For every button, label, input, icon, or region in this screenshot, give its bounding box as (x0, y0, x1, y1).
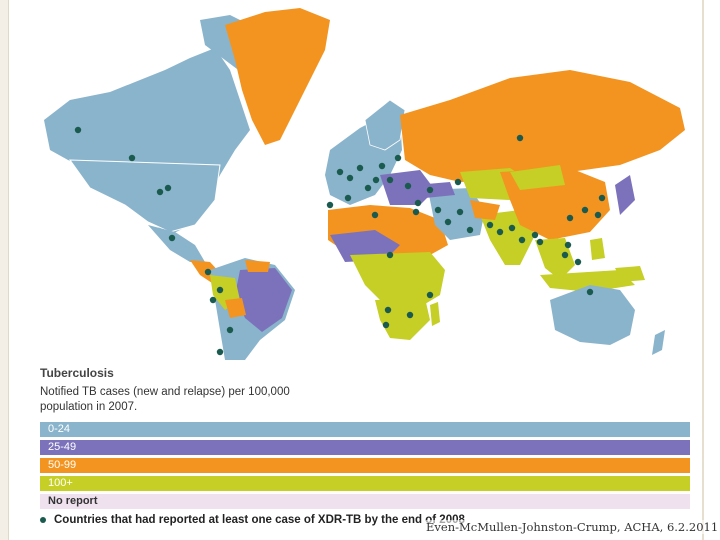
xdr-marker (371, 211, 379, 219)
region-brazil (235, 268, 292, 332)
xdr-marker (434, 206, 442, 214)
region-bolivia (225, 298, 246, 318)
xdr-marker (454, 178, 462, 186)
slide-right-border (694, 0, 720, 540)
xdr-marker (364, 184, 372, 192)
xdr-marker (226, 326, 234, 334)
xdr-marker (564, 241, 572, 249)
region-southern-africa (375, 298, 430, 340)
region-turkey (415, 182, 455, 198)
xdr-marker (508, 224, 516, 232)
xdr-legend: Countries that had reported at least one… (40, 514, 465, 526)
xdr-marker (386, 176, 394, 184)
xdr-marker (598, 194, 606, 202)
xdr-dot-icon (40, 516, 46, 523)
xdr-marker (496, 228, 504, 236)
xdr-marker (156, 188, 164, 196)
legend-subtitle: Notified TB cases (new and relapse) per … (40, 386, 290, 413)
slide-credit: Even-McMullen-Johnston-Crump, ACHA, 6.2.… (426, 520, 719, 534)
xdr-marker (204, 268, 212, 276)
legend-title: Tuberculosis (40, 366, 114, 380)
xdr-marker (414, 199, 422, 207)
legend-band-0-24: 0-24 (40, 422, 690, 437)
legend-band-50-99: 50-99 (40, 458, 690, 473)
xdr-marker (404, 182, 412, 190)
slide-left-border (0, 0, 9, 540)
region-russia (400, 70, 685, 182)
region-se-asia (535, 238, 575, 280)
xdr-marker (336, 168, 344, 176)
xdr-marker (346, 174, 354, 182)
xdr-marker (356, 164, 364, 172)
region-australia (550, 285, 635, 345)
region-usa (69, 159, 221, 233)
xdr-note: Countries that had reported at least one… (54, 514, 465, 526)
xdr-marker (586, 288, 594, 296)
xdr-marker (382, 321, 390, 329)
xdr-marker (326, 201, 334, 209)
xdr-marker (518, 236, 526, 244)
xdr-marker (574, 258, 582, 266)
world-map (44, 8, 685, 360)
xdr-marker (164, 184, 172, 192)
xdr-marker (128, 154, 136, 162)
legend-band-100-plus: 100+ (40, 476, 690, 491)
xdr-marker (486, 221, 494, 229)
region-indonesia (540, 270, 635, 292)
xdr-marker (386, 251, 394, 259)
xdr-marker (168, 234, 176, 242)
xdr-marker (426, 291, 434, 299)
xdr-marker (74, 126, 82, 134)
region-pakistan (470, 200, 500, 220)
xdr-marker (444, 218, 452, 226)
region-mexico (148, 225, 205, 262)
xdr-marker (516, 134, 524, 142)
region-scandinavia (364, 99, 406, 151)
xdr-marker (412, 208, 420, 216)
xdr-marker (384, 306, 392, 314)
region-central-africa (350, 252, 445, 310)
xdr-marker (426, 186, 434, 194)
region-philippines (590, 238, 605, 260)
region-japan (615, 175, 635, 215)
xdr-marker (372, 176, 380, 184)
legend-band-25-49: 25-49 (40, 440, 690, 455)
xdr-tb-markers (74, 126, 606, 356)
xdr-marker (561, 251, 569, 259)
xdr-marker (216, 348, 224, 356)
region-new-zealand (652, 330, 665, 355)
xdr-marker (466, 226, 474, 234)
xdr-marker (216, 286, 224, 294)
legend-band-no-report: No report (40, 494, 690, 509)
region-mongolia (510, 165, 565, 190)
xdr-marker (581, 206, 589, 214)
xdr-marker (531, 231, 539, 239)
region-madagascar (430, 302, 440, 326)
xdr-marker (566, 214, 574, 222)
region-guyana (245, 260, 270, 272)
xdr-marker (456, 208, 464, 216)
region-png (615, 266, 645, 282)
region-greenland (225, 8, 330, 145)
xdr-marker (344, 194, 352, 202)
xdr-marker (394, 154, 402, 162)
xdr-marker (378, 162, 386, 170)
xdr-marker (594, 211, 602, 219)
xdr-marker (406, 311, 414, 319)
xdr-marker (209, 296, 217, 304)
xdr-marker (536, 238, 544, 246)
